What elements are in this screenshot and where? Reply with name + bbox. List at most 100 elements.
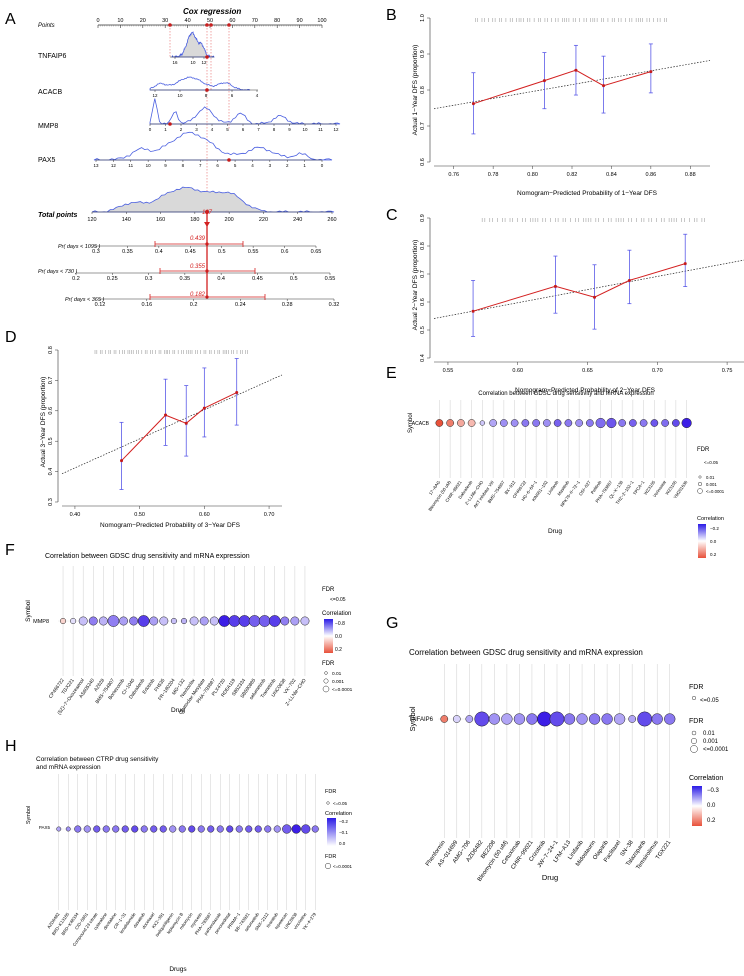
dot-e-title: Correlation between GDSC drug sensitivit…: [478, 391, 653, 397]
variable-axis-tick-label: 3: [195, 127, 198, 132]
dot-f-fdr-title2: FDR: [322, 661, 335, 667]
x-tick-label: 0.88: [685, 172, 696, 178]
drug-dot: [248, 615, 261, 627]
y-tick-label: 0.6: [48, 407, 54, 415]
density-acacb: [149, 76, 251, 91]
drug-dot: [521, 419, 530, 427]
drug-dot: [606, 417, 617, 429]
dot-f-xlabel: Drug: [171, 707, 185, 714]
drug-dot: [553, 419, 562, 427]
drug-dot: [575, 419, 583, 427]
y-tick-label: 0.8: [48, 346, 54, 354]
variable-value-marker: [205, 55, 209, 59]
dot-e-corr-title: Correlation: [697, 516, 724, 522]
variable-axis-tick-label: 12: [152, 93, 158, 98]
drug-dot: [532, 419, 540, 427]
panel-label-a: A: [5, 11, 16, 28]
prob-label-365: Pr( days < 365 ): [65, 297, 104, 303]
prob-axis-tick-label: 0.35: [179, 276, 190, 282]
drug-dot: [207, 825, 215, 833]
drug-dot: [474, 711, 490, 727]
row-label-pax5: PAX5: [38, 157, 55, 164]
variable-axis-tick-label: 5: [226, 127, 229, 132]
calibration-cross: ×: [593, 296, 597, 302]
dot-h-corr-hi: −0.2: [339, 819, 348, 824]
variable-axis-tick-label: 6: [216, 163, 219, 168]
drug-dot: [661, 419, 669, 427]
calibration-point: [471, 102, 475, 106]
prob-value-1095: 0.439: [190, 236, 206, 242]
dot-g-symbol: TNFAIP6: [409, 717, 434, 723]
drug-dot: [440, 715, 449, 723]
calibration-cross: ×: [649, 70, 653, 76]
drug-dot: [170, 617, 177, 625]
dot-e-fdr-title2: FDR: [697, 449, 710, 455]
prob-axis-tick-label: 0.3: [92, 249, 100, 255]
dot-f-corr-hi: −0.8: [335, 621, 345, 627]
drug-dot: [513, 713, 526, 725]
prob-axis-tick-label: 0.35: [122, 249, 133, 255]
legend-fdr-label: <=0.0001: [332, 687, 353, 693]
dot-f-corr-title: Correlation: [322, 611, 351, 617]
variable-axis-tick-label: 1: [303, 163, 306, 168]
drug-dot: [137, 615, 150, 627]
reference-dotted-line: [433, 60, 711, 110]
dotplot-mmp8: Correlation between GDSC drug sensitivit…: [25, 553, 353, 716]
y-tick-label: 0.5: [420, 326, 426, 334]
calibration-cross: ×: [628, 279, 632, 285]
y-tick-label: 0.3: [48, 498, 54, 506]
variable-axis-tick-label: 9: [164, 163, 167, 168]
legend-fdr-label: 0.001: [332, 679, 344, 685]
variable-axis-tick-label: 12: [201, 60, 207, 65]
prob-axis-tick-label: 0.16: [141, 302, 152, 308]
calibration-line: [472, 263, 686, 312]
drug-dot: [180, 617, 188, 625]
drug-dot: [226, 825, 234, 833]
points-tick-label: 60: [229, 18, 235, 24]
drug-dot: [564, 419, 573, 427]
drug-dot: [218, 615, 231, 627]
calibration-point: [471, 309, 475, 313]
drug-dot: [537, 711, 552, 727]
drug-dot: [639, 419, 648, 427]
cal-b-xlabel: Nomogram−Predicted Probability of 1−Year…: [517, 190, 658, 197]
dot-h-title-line1: Correlation between CTRP drug sensitivit…: [36, 756, 159, 763]
dot-e-xlabel: Drug: [548, 528, 562, 535]
calibration-point: [649, 70, 653, 74]
dot-g-corr-title: Correlation: [689, 775, 723, 782]
drug-dot: [56, 826, 62, 832]
panel-label-b: B: [386, 7, 397, 24]
drug-dot: [98, 616, 108, 626]
drug-dot: [119, 616, 128, 626]
drug-dot: [467, 419, 476, 427]
drug-dot: [159, 616, 169, 626]
prob-axis-tick-label: 0.3: [145, 276, 153, 282]
drug-dot: [197, 825, 205, 833]
drug-dot: [311, 825, 319, 833]
drug-dot: [258, 615, 271, 627]
dot-h-ylabel: Symbol: [26, 806, 32, 824]
variable-axis-tick-label: 7: [199, 163, 202, 168]
variable-axis-tick-label: 6: [242, 127, 245, 132]
dot-e-fdr-sig: <=0.05: [704, 460, 719, 465]
dot-e-corr-lo: 0.2: [710, 552, 717, 557]
drug-dot: [301, 824, 311, 834]
dot-f-corr-lo: 0.2: [335, 647, 342, 653]
variable-value-marker: [227, 158, 231, 162]
drug-dot: [280, 616, 290, 626]
y-tick-label: 0.6: [420, 158, 426, 166]
density-mmp8: [149, 98, 341, 125]
drug-dot: [501, 713, 513, 725]
legend-fdr-label: 0.001: [706, 482, 717, 487]
points-axis-ticks: 0 10 20 30 40 50 60 70 80 90 100: [96, 18, 327, 28]
calibration-cross: ×: [164, 414, 168, 420]
dot-f-corr-mid: 0.0: [335, 634, 342, 640]
legend-colorbar: [698, 524, 706, 558]
drug-dot: [59, 617, 67, 625]
variable-axis-tick-label: 4: [251, 163, 254, 168]
dot-e-corr-mid: 0.0: [710, 539, 717, 544]
variable-axis-tick-label: 10: [177, 93, 183, 98]
dot-h-fdr-level: <=0.0001: [333, 864, 353, 869]
dot-h-fdr-title2: FDR: [325, 854, 336, 860]
legend-fdr-label: 0.01: [703, 731, 715, 737]
